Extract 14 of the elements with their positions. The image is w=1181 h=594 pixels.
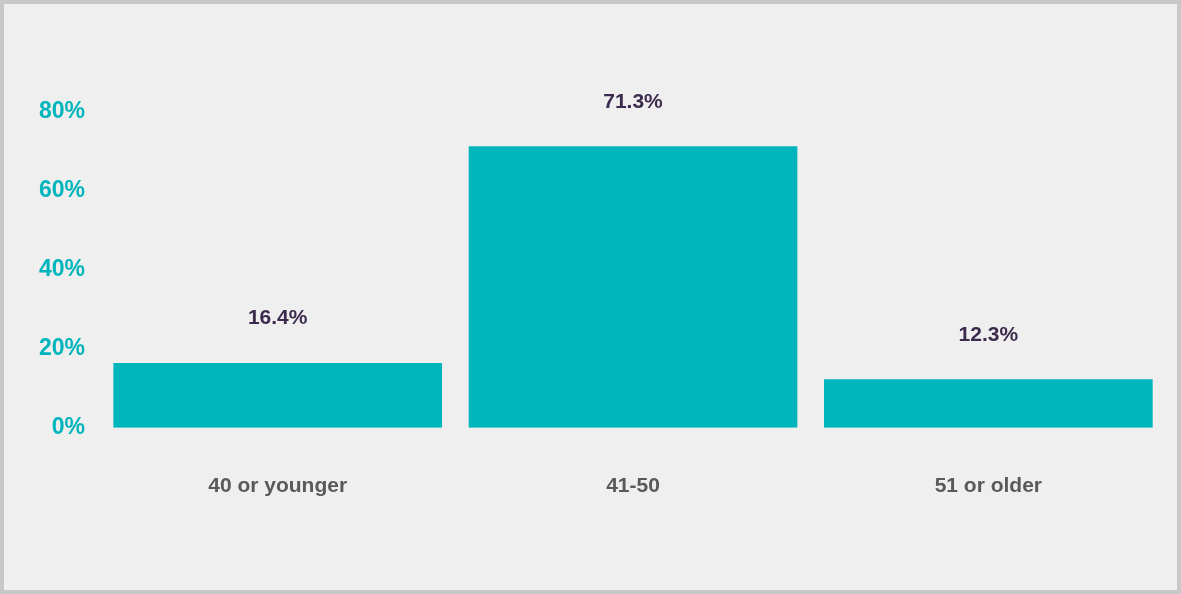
y-tick-label: 40%: [38, 255, 86, 282]
y-tick-label: 20%: [38, 334, 86, 361]
y-tick-label: 60%: [38, 176, 86, 203]
x-tick-label: 40 or younger: [208, 473, 348, 497]
bar: [113, 363, 443, 428]
y-tick-label: 0%: [51, 413, 86, 440]
data-label: 12.3%: [958, 321, 1019, 345]
data-label: 71.3%: [603, 88, 664, 112]
bar: [468, 146, 798, 428]
y-tick-label: 80%: [38, 97, 86, 124]
x-tick-label: 51 or older: [934, 473, 1043, 497]
data-label: 16.4%: [247, 305, 308, 329]
bar: [824, 379, 1153, 428]
x-tick-label: 41-50: [606, 473, 660, 497]
